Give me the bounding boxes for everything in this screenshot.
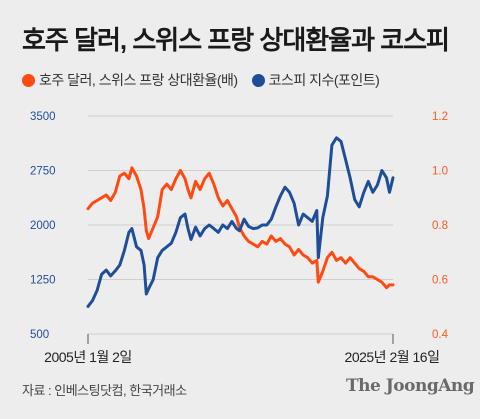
legend-label-exchange-rate: 호주 달러, 스위스 프랑 상대환율(배) <box>39 72 238 88</box>
y-left-tick-label-4: 3500 <box>30 111 56 123</box>
y-left-tick-label-0: 500 <box>30 329 49 341</box>
legend-dot-kospi <box>251 73 265 87</box>
source-note: 자료 : 인베스팅닷컴, 한국거래소 <box>22 383 187 398</box>
legend: 호주 달러, 스위스 프랑 상대환율(배) 코스피 지수(포인트) <box>22 70 393 90</box>
y-right-tick-label-1: 0.6 <box>432 275 448 287</box>
publisher-logo: The JoongAng <box>346 376 475 396</box>
y-left-tick-label-1: 1250 <box>30 275 56 287</box>
y-right-tick-label-3: 1.0 <box>432 166 448 178</box>
y-left-tick-label-3: 2750 <box>30 166 56 178</box>
x-tick-label-1: 2025년 2월 16일 <box>345 349 440 365</box>
legend-dot-exchange-rate <box>22 73 35 87</box>
y-right-tick-label-4: 1.2 <box>432 111 448 123</box>
series-line-kospi <box>86 136 395 308</box>
legend-item-kospi: 코스피 지수(포인트) <box>251 70 380 90</box>
legend-label-kospi: 코스피 지수(포인트) <box>268 72 380 88</box>
x-tick-label-0: 2005년 1월 2일 <box>44 349 132 365</box>
series-line-exchange-rate <box>86 166 395 290</box>
y-right-tick-label-0: 0.4 <box>432 329 449 341</box>
legend-item-exchange-rate: 호주 달러, 스위스 프랑 상대환율(배) <box>22 70 238 90</box>
y-right-tick-label-2: 0.8 <box>432 220 448 232</box>
page-title: 호주 달러, 스위스 프랑 상대환율과 코스피 <box>22 25 450 55</box>
y-left-tick-label-2: 2000 <box>30 220 56 232</box>
